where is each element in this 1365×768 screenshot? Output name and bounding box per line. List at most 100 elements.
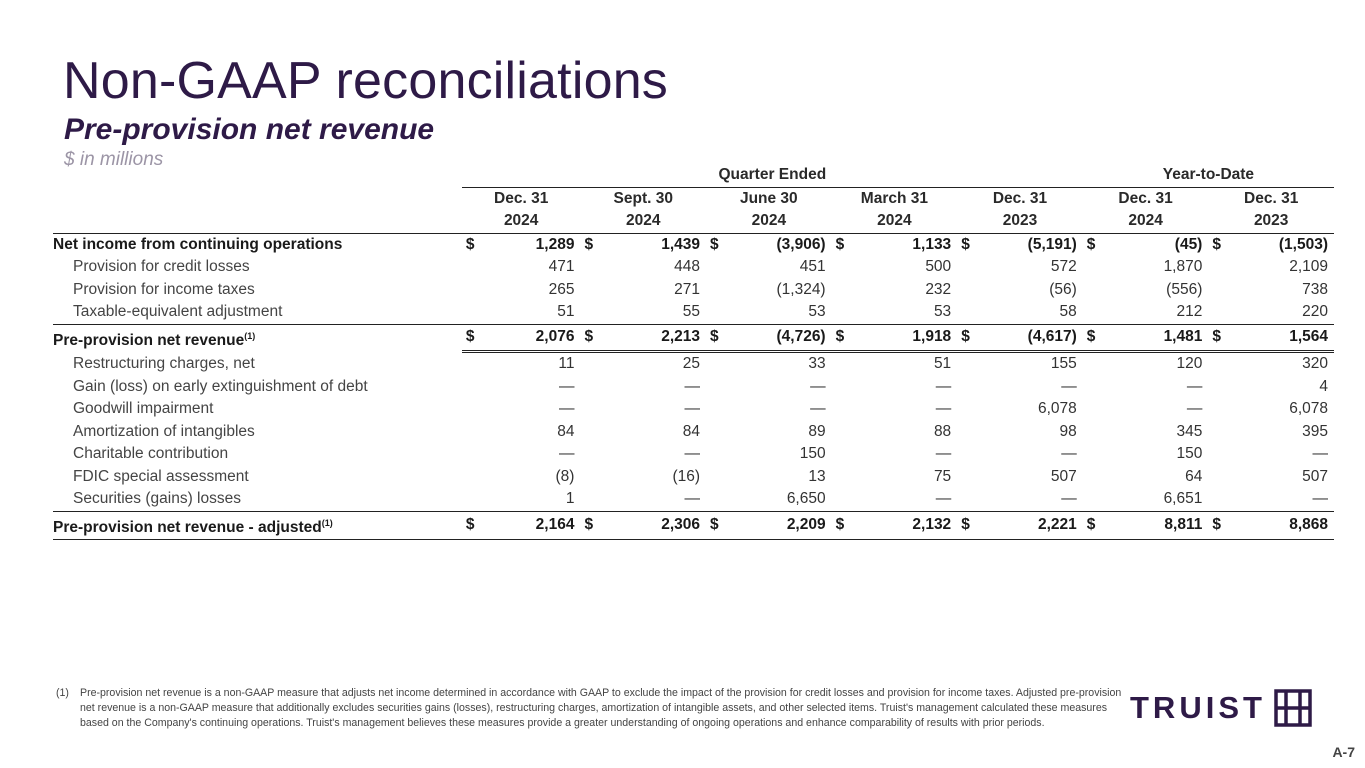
table-cell-value: 6,078 (1289, 400, 1328, 418)
col-header-year: 2024 (831, 210, 958, 234)
col-header-month: March 31 (860, 189, 928, 207)
table-cell-value: 448 (674, 258, 701, 276)
table-cell-value: — (684, 377, 701, 395)
table-cell-value: — (558, 377, 575, 395)
table-cell-value: 11 (558, 355, 575, 373)
currency-symbol (706, 443, 724, 466)
currency-symbol: $ (461, 510, 480, 540)
table-cell-value: (556) (1166, 280, 1203, 298)
currency-symbol (1208, 256, 1226, 279)
col-header-year: 2024 (580, 210, 707, 234)
table-cell-value: 507 (1050, 467, 1077, 485)
currency-symbol (1208, 352, 1226, 376)
currency-symbol (832, 398, 850, 421)
table-cell-value: — (935, 490, 952, 508)
row-label: FDIC special assessment (53, 466, 462, 489)
row-label: Pre-provision net revenue - adjusted(1) (53, 510, 462, 540)
currency-symbol (462, 398, 480, 421)
currency-symbol (706, 256, 724, 279)
col-header-year: 2024 (1082, 210, 1209, 234)
currency-symbol (1208, 279, 1226, 302)
table-cell-value: (5,191) (1027, 235, 1077, 253)
row-label-text: FDIC special assessment (73, 467, 249, 485)
currency-symbol (580, 256, 598, 279)
table-cell-value: 6,651 (1163, 490, 1203, 508)
table-row: Gain (loss) on early extinguishment of d… (53, 376, 1334, 399)
currency-symbol (957, 443, 975, 466)
table-cell-value: 53 (933, 303, 952, 321)
quarter-ended-header: Quarter Ended (461, 164, 1083, 188)
logo-wordmark: TRUIST (1130, 690, 1266, 725)
row-label: Taxable-equivalent adjustment (53, 301, 462, 324)
table-cell-value: 58 (1059, 303, 1077, 321)
currency-symbol (1083, 256, 1101, 279)
currency-symbol (580, 376, 598, 399)
currency-symbol (1208, 466, 1226, 489)
table-cell-value: 345 (1176, 422, 1203, 440)
table-cell-value: 8,868 (1226, 510, 1334, 540)
currency-symbol (957, 466, 975, 489)
table-cell-value: 572 (1050, 258, 1077, 276)
currency-symbol (957, 376, 975, 399)
table-cell-value: (1,324) (776, 280, 826, 298)
table-row: Net income from continuing operations $1,… (53, 233, 1334, 256)
row-label-text: Restructuring charges, net (73, 354, 255, 372)
currency-symbol (580, 466, 598, 489)
table-cell-value: 51 (933, 355, 952, 373)
table-row: Charitable contribution — — 150 — — 150 — (53, 443, 1334, 466)
table-cell-value: (45) (1174, 235, 1203, 253)
currency-symbol (706, 376, 724, 399)
col-header-month: Dec. 31 (992, 189, 1048, 207)
col-header-year: 2023 (957, 210, 1083, 234)
table-cell-value: 8,811 (1100, 510, 1209, 540)
footnote-ref: (1) (321, 517, 333, 528)
table-row: Amortization of intangibles 84 84 89 88 98 345… (53, 421, 1334, 444)
table-cell-value: 2,132 (849, 510, 958, 540)
table-cell-value: — (684, 490, 701, 508)
currency-symbol (580, 421, 598, 444)
table-cell-value: 150 (1176, 445, 1203, 463)
currency-symbol: $ (465, 235, 475, 253)
row-label: Amortization of intangibles (53, 421, 462, 444)
currency-symbol: $ (580, 323, 599, 354)
currency-symbol (462, 279, 480, 302)
row-label-text: Gain (loss) on early extinguishment of d… (73, 377, 368, 395)
row-label: Goodwill impairment (53, 398, 462, 421)
currency-symbol: $ (1082, 323, 1101, 354)
currency-symbol (462, 301, 480, 324)
page-subtitle: Pre-provision net revenue (64, 113, 435, 146)
table-row: Pre-provision net revenue(1) $2,076 $2,213… (53, 323, 1334, 354)
table-cell-value: 2,109 (1289, 258, 1328, 276)
currency-symbol (957, 398, 975, 421)
table-cell-value: 2,209 (724, 510, 832, 540)
table-cell-value: 6,078 (1037, 400, 1077, 418)
currency-symbol (1208, 301, 1226, 324)
table-cell-value: 451 (799, 258, 826, 276)
table-cell-value: 2,306 (598, 510, 707, 540)
truist-logo-icon (1274, 689, 1312, 727)
currency-symbol (462, 376, 480, 399)
table-cell-value: (1,503) (1278, 235, 1328, 253)
row-label-text: Pre-provision net revenue (53, 331, 245, 349)
group-header-row: Quarter Ended Year-to-Date (53, 164, 1334, 188)
table-cell-value: — (935, 445, 952, 463)
col-header-month: Dec. 31 (1118, 189, 1173, 207)
currency-symbol: $ (584, 235, 594, 253)
currency-symbol (580, 443, 598, 466)
row-label: Charitable contribution (53, 443, 462, 466)
currency-symbol: $ (831, 510, 850, 540)
currency-symbol (832, 301, 850, 324)
table-row: Provision for credit losses 471 448 451 500 5… (53, 256, 1334, 279)
table-cell-value: 395 (1302, 422, 1328, 440)
table-cell-value: — (1186, 400, 1203, 418)
currency-symbol (957, 421, 975, 444)
table-cell-value: 220 (1302, 303, 1328, 321)
truist-logo: TRUIST (1130, 688, 1312, 728)
table-cell-value: 98 (1059, 422, 1077, 440)
currency-symbol (832, 376, 850, 399)
currency-symbol (1083, 488, 1101, 511)
table-cell-value: — (1061, 377, 1077, 395)
table-row: Securities (gains) losses 1 — 6,650 — — 6,651 — (53, 488, 1334, 511)
table-cell-value: 232 (925, 280, 952, 298)
table-cell-value: — (935, 377, 952, 395)
